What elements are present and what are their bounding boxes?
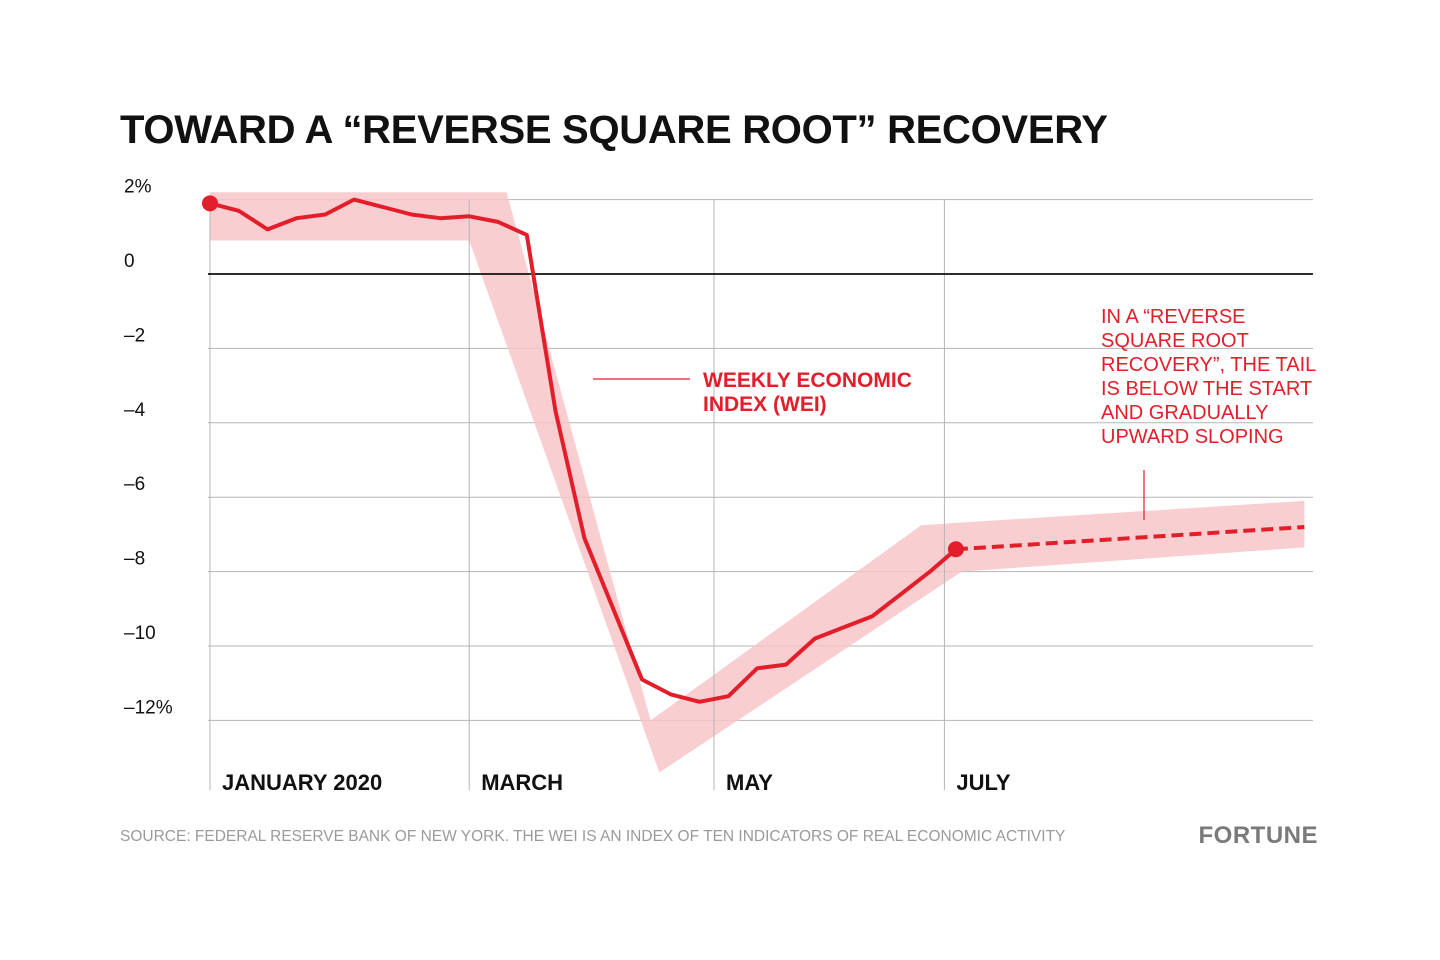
brand-logo: FORTUNE <box>1199 822 1319 849</box>
callout-line-2: SQUARE ROOT <box>1101 330 1249 352</box>
y-tick-label: –4 <box>124 400 146 421</box>
callout-line-5: AND GRADUALLY <box>1101 402 1268 424</box>
y-tick-label: –6 <box>124 474 145 495</box>
series-label-line-2: INDEX (WEI) <box>703 393 827 416</box>
range-band <box>210 192 1305 773</box>
y-tick-label: 2% <box>124 177 152 198</box>
projection-line <box>955 525 1305 552</box>
y-axis-ticks: 2% 0 –2 –4 –6 –8 –10 –12% <box>124 177 173 719</box>
range-band-area <box>210 192 1305 773</box>
callout-line-3: RECOVERY”, THE TAIL <box>1101 354 1316 376</box>
source-note: SOURCE: FEDERAL RESERVE BANK OF NEW YORK… <box>120 828 1065 845</box>
series-label: WEEKLY ECONOMIC INDEX (WEI) <box>703 369 918 416</box>
x-tick-label: JANUARY 2020 <box>222 770 382 795</box>
x-tick-label: MARCH <box>481 770 563 795</box>
x-tick-label: JULY <box>956 770 1011 795</box>
wei-line <box>209 197 958 704</box>
callout-line-6: UPWARD SLOPING <box>1101 426 1284 448</box>
x-axis-ticks: JANUARY 2020 MARCH MAY JULY <box>222 770 1011 795</box>
y-tick-label: –2 <box>124 325 145 346</box>
callout-line-1: IN A “REVERSE <box>1101 306 1246 328</box>
y-tick-label: –10 <box>124 623 156 644</box>
chart-title: TOWARD A “REVERSE SQUARE ROOT” RECOVERY <box>120 108 1108 152</box>
y-tick-label: –8 <box>124 549 145 570</box>
y-tick-label: 0 <box>124 251 135 272</box>
callout-text: IN A “REVERSE SQUARE ROOT RECOVERY”, THE… <box>1101 306 1321 448</box>
x-tick-label: MAY <box>726 770 773 795</box>
series-lines <box>202 195 1305 704</box>
end-point <box>947 541 964 558</box>
month-markers <box>209 199 945 790</box>
callout-line-4: IS BELOW THE START <box>1101 378 1312 400</box>
y-tick-label: –12% <box>124 697 173 718</box>
start-point <box>202 195 218 212</box>
series-label-line-1: WEEKLY ECONOMIC <box>703 369 912 392</box>
